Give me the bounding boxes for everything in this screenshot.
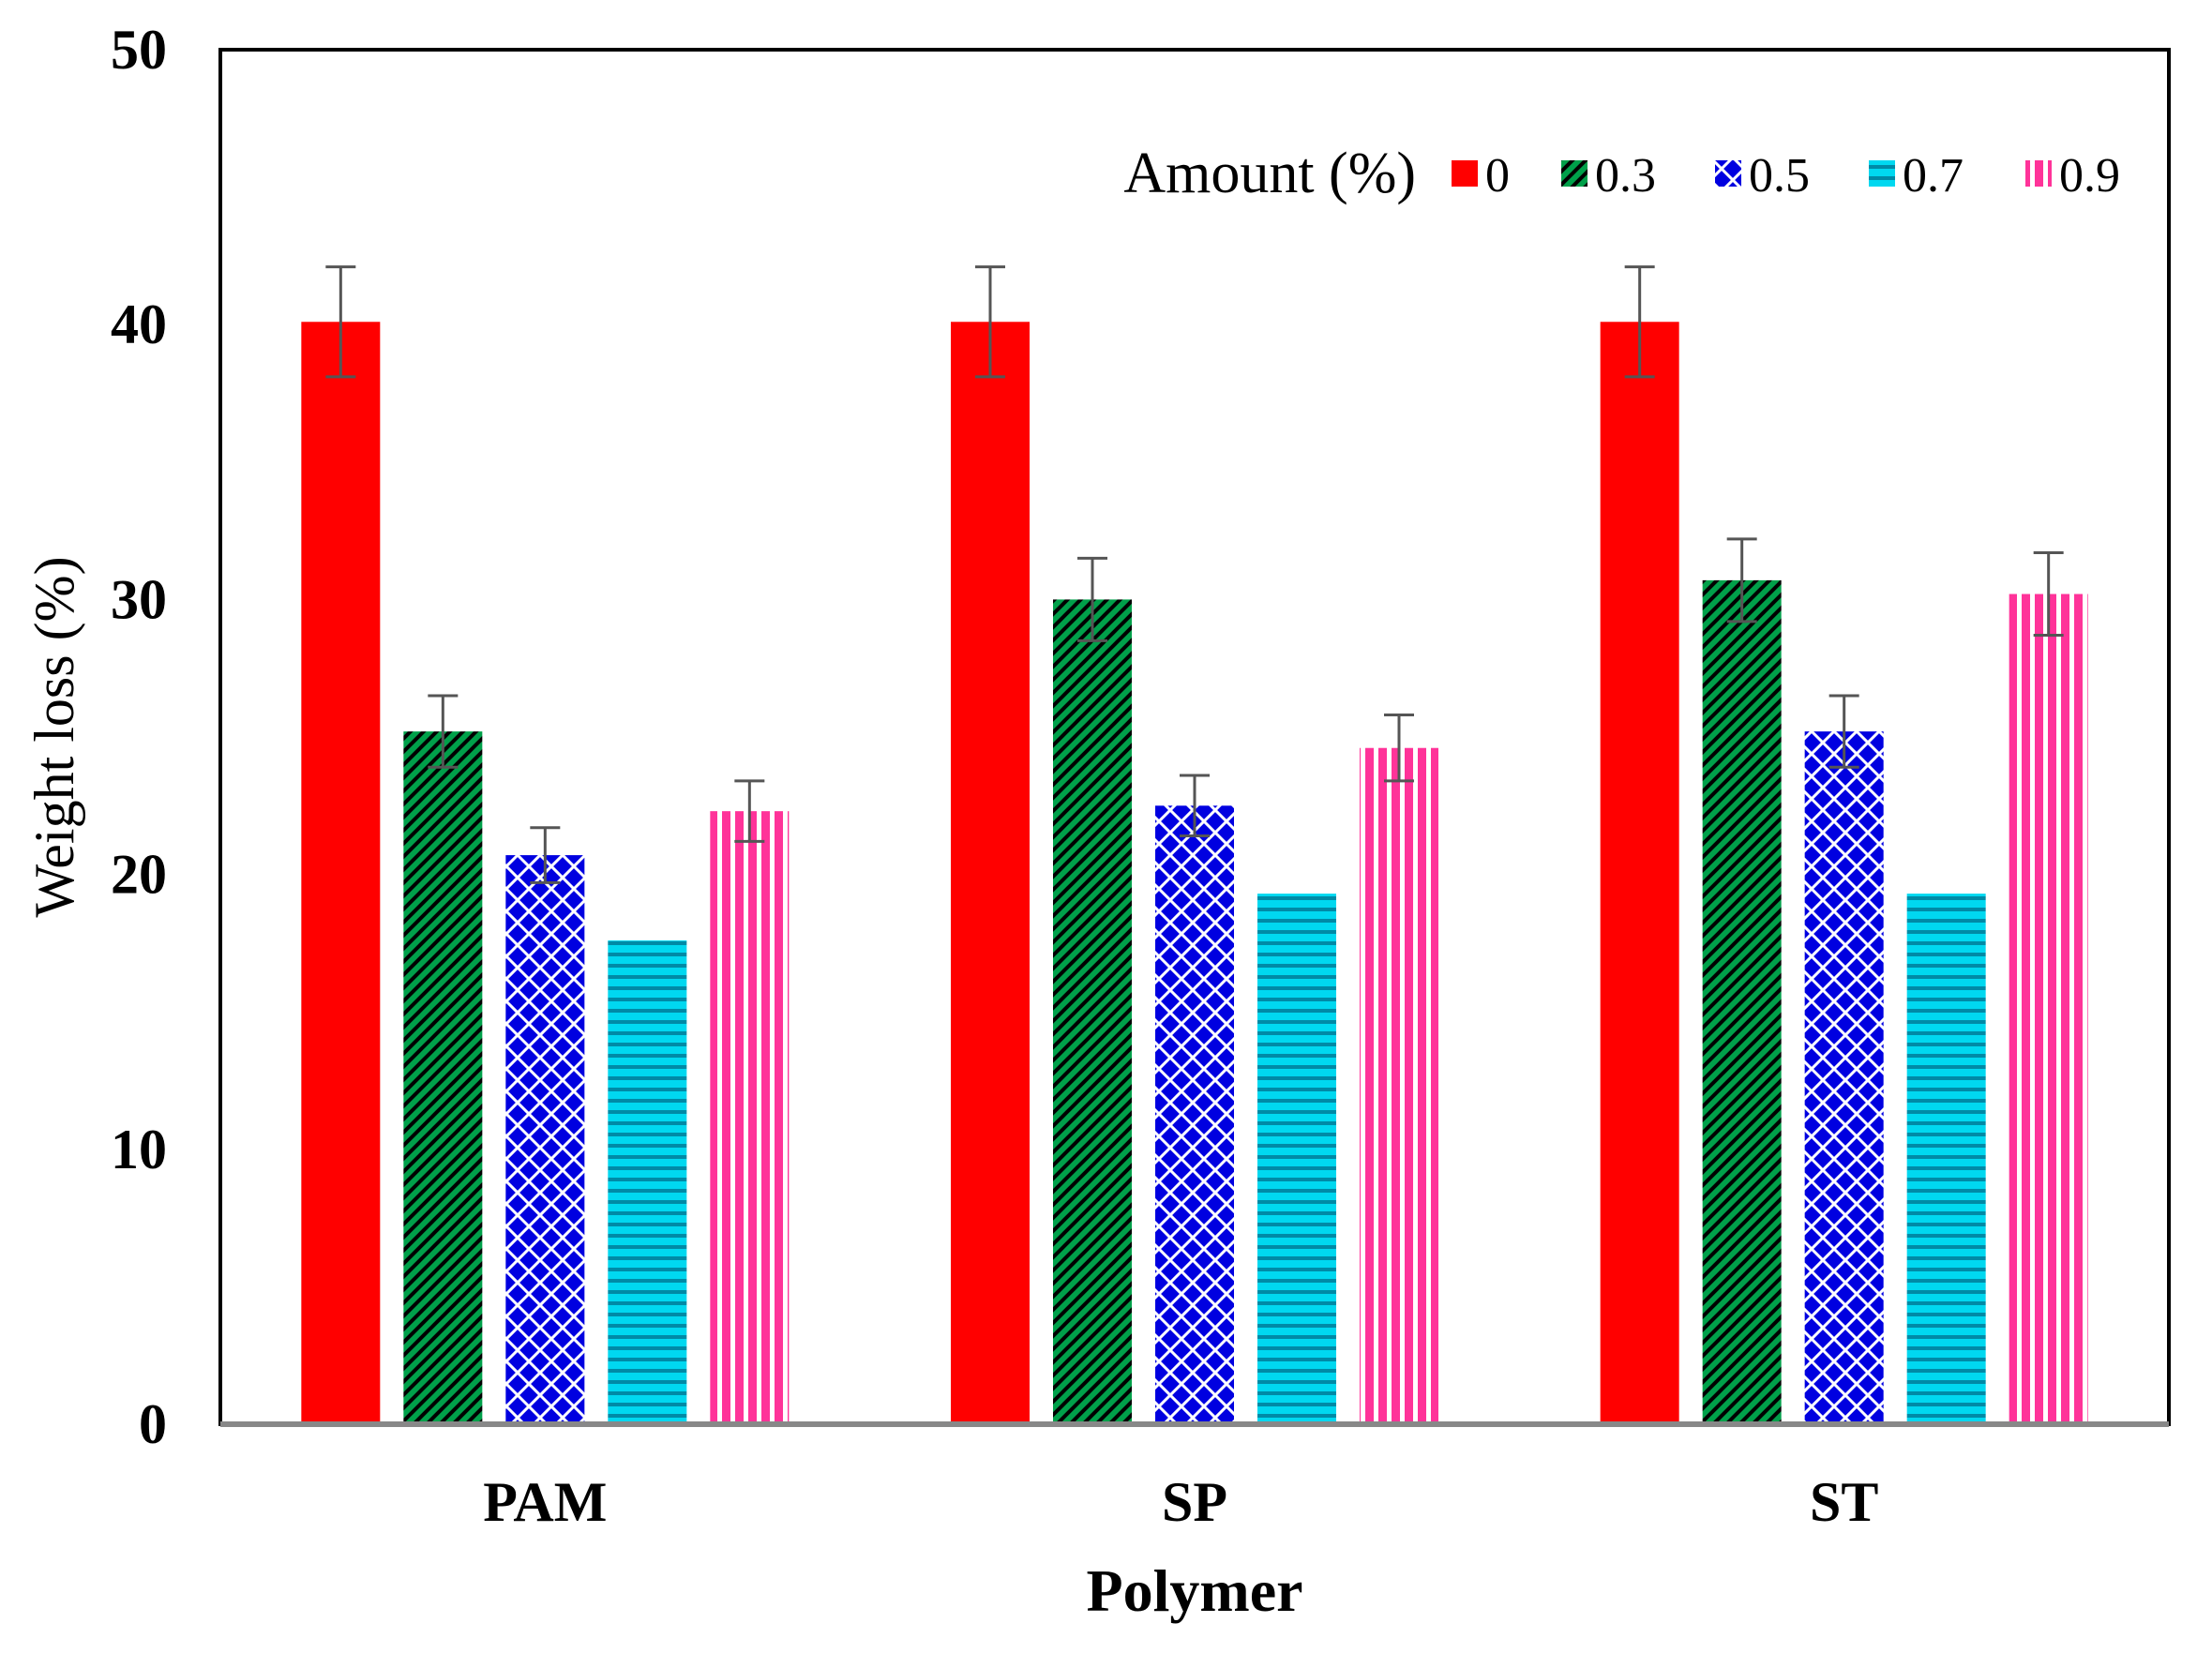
- bars-layer: [301, 322, 2088, 1424]
- x-category-label: PAM: [483, 1471, 607, 1533]
- error-bars-layer: [325, 265, 2064, 884]
- bar-PAM-0.7: [608, 939, 687, 1424]
- y-tick-label: 30: [111, 568, 167, 630]
- error-bar-SP-0.9: [1384, 714, 1414, 783]
- legend-swatch: [1869, 160, 1895, 187]
- y-tick-label: 40: [111, 293, 167, 355]
- legend-label: 0.7: [1903, 149, 1964, 203]
- error-bar-SP-0: [975, 265, 1005, 379]
- legend-title: Amount (%): [1123, 142, 1416, 205]
- bar-PAM-0.3: [403, 731, 483, 1424]
- legend-item-0.3: 0.3: [1561, 149, 1656, 203]
- x-category-labels: PAM SP ST: [483, 1471, 1878, 1533]
- legend-swatch: [1715, 160, 1741, 187]
- bar-PAM-0: [301, 322, 381, 1424]
- bar-SP-0.3: [1053, 599, 1132, 1424]
- legend: Amount (%) 0 0.3 0.5 0.7 0.9: [1123, 142, 2120, 205]
- bar-ST-0.5: [1804, 731, 1884, 1424]
- y-tick-label: 20: [111, 844, 167, 906]
- legend-item-0.7: 0.7: [1869, 149, 1964, 203]
- y-tick-label: 0: [139, 1393, 167, 1455]
- error-bar-SP-0.3: [1077, 556, 1107, 642]
- legend-label: 0.9: [2059, 149, 2120, 203]
- bar-PAM-0.5: [505, 855, 585, 1424]
- legend-item-0.9: 0.9: [2025, 149, 2120, 203]
- legend-label: 0: [1485, 149, 1510, 203]
- legend-label: 0.5: [1749, 149, 1810, 203]
- bar-PAM-0.9: [710, 811, 790, 1424]
- x-category-label: SP: [1162, 1471, 1227, 1533]
- bar-SP-0.7: [1257, 894, 1336, 1424]
- legend-item-0.5: 0.5: [1715, 149, 1810, 203]
- error-bar-ST-0: [1624, 265, 1655, 379]
- y-tick-label: 50: [111, 19, 167, 81]
- error-bar-PAM-0.9: [734, 779, 765, 843]
- error-bar-ST-0.5: [1828, 694, 1859, 769]
- x-category-label: ST: [1810, 1471, 1878, 1533]
- error-bar-ST-0.3: [1726, 537, 1757, 624]
- legend-swatch: [1452, 160, 1478, 187]
- legend-swatch: [1561, 160, 1588, 187]
- x-axis-label: Polymer: [1087, 1557, 1303, 1624]
- bar-SP-0.5: [1155, 805, 1234, 1424]
- bar-ST-0.9: [2009, 594, 2088, 1424]
- error-bar-SP-0.5: [1180, 774, 1210, 838]
- y-axis-label: Weight loss (%): [23, 556, 85, 917]
- error-bar-PAM-0.5: [530, 826, 561, 884]
- bar-SP-0: [951, 322, 1030, 1424]
- error-bar-ST-0.9: [2033, 551, 2064, 638]
- legend-item-0: 0: [1452, 149, 1510, 203]
- legend-swatch: [2025, 160, 2052, 187]
- y-tick-label: 10: [111, 1119, 167, 1180]
- y-tick-labels: 0 10 20 30 40 50: [111, 19, 167, 1455]
- bar-ST-0.3: [1702, 579, 1782, 1424]
- error-bar-PAM-0.3: [428, 694, 459, 769]
- error-bar-PAM-0: [325, 265, 356, 379]
- legend-label: 0.3: [1595, 149, 1656, 203]
- bar-SP-0.9: [1360, 747, 1438, 1424]
- bar-ST-0.7: [1906, 894, 1986, 1424]
- bar-ST-0: [1600, 322, 1679, 1424]
